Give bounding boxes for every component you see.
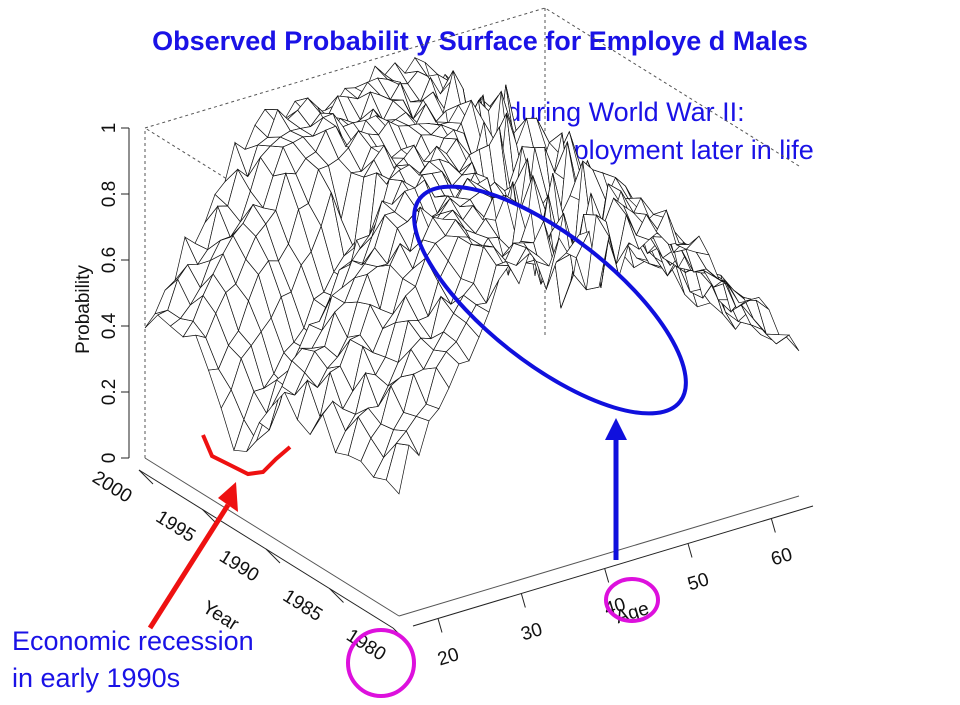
box-edge-left-bottom [144, 457, 400, 617]
year-1980-highlight-circle [346, 628, 416, 698]
x-tick-label: 50 [685, 569, 711, 595]
z-tick-label: 0.6 [99, 247, 120, 273]
cohort-highlight-ellipse [412, 184, 688, 416]
x-tick-label: 60 [769, 544, 795, 570]
y-tick [202, 509, 217, 524]
z-tick-label: 0.8 [99, 181, 120, 207]
x-tick [520, 593, 526, 608]
box-edge-front-bottom [398, 495, 800, 617]
recession-arrow-shaft [147, 503, 231, 630]
z-tick-label: 1 [99, 123, 120, 134]
y-tick-label: 1995 [152, 507, 199, 547]
x-tick [604, 568, 610, 583]
recession-arrow-head [218, 482, 238, 512]
box-edge-top-back [144, 7, 546, 129]
surface-cell [776, 334, 800, 352]
x-tick [687, 543, 693, 558]
recession-highlight-curve [201, 434, 292, 477]
z-tick-label: 0.4 [99, 312, 120, 339]
box-edge-top-right [544, 7, 800, 167]
x-tick [770, 518, 776, 533]
cohort-arrow-head [605, 418, 627, 440]
z-tick-label: 0.2 [99, 379, 120, 405]
x-tick-label: 20 [435, 644, 461, 670]
recession-annotation-line2: in early 1990s [12, 663, 181, 693]
age-40-highlight-circle [604, 577, 660, 623]
y-tick [138, 469, 154, 485]
y-tick [329, 588, 344, 603]
y-tick-label: 1985 [279, 586, 326, 626]
recession-annotation-line1: Economic recession [12, 626, 254, 656]
z-tick-label: 0 [99, 453, 120, 464]
y-tick-label: 1990 [215, 546, 262, 586]
x-tick [437, 618, 443, 633]
y-axis-label: Year [198, 597, 242, 636]
y-tick [265, 548, 281, 564]
x-tick-label: 30 [519, 619, 545, 645]
chart-title: Observed Probabilit y Surface for Employ… [152, 26, 808, 56]
x-axis-line [412, 505, 814, 627]
z-axis-label: Probability [73, 265, 94, 354]
y-tick-label: 2000 [88, 467, 135, 507]
